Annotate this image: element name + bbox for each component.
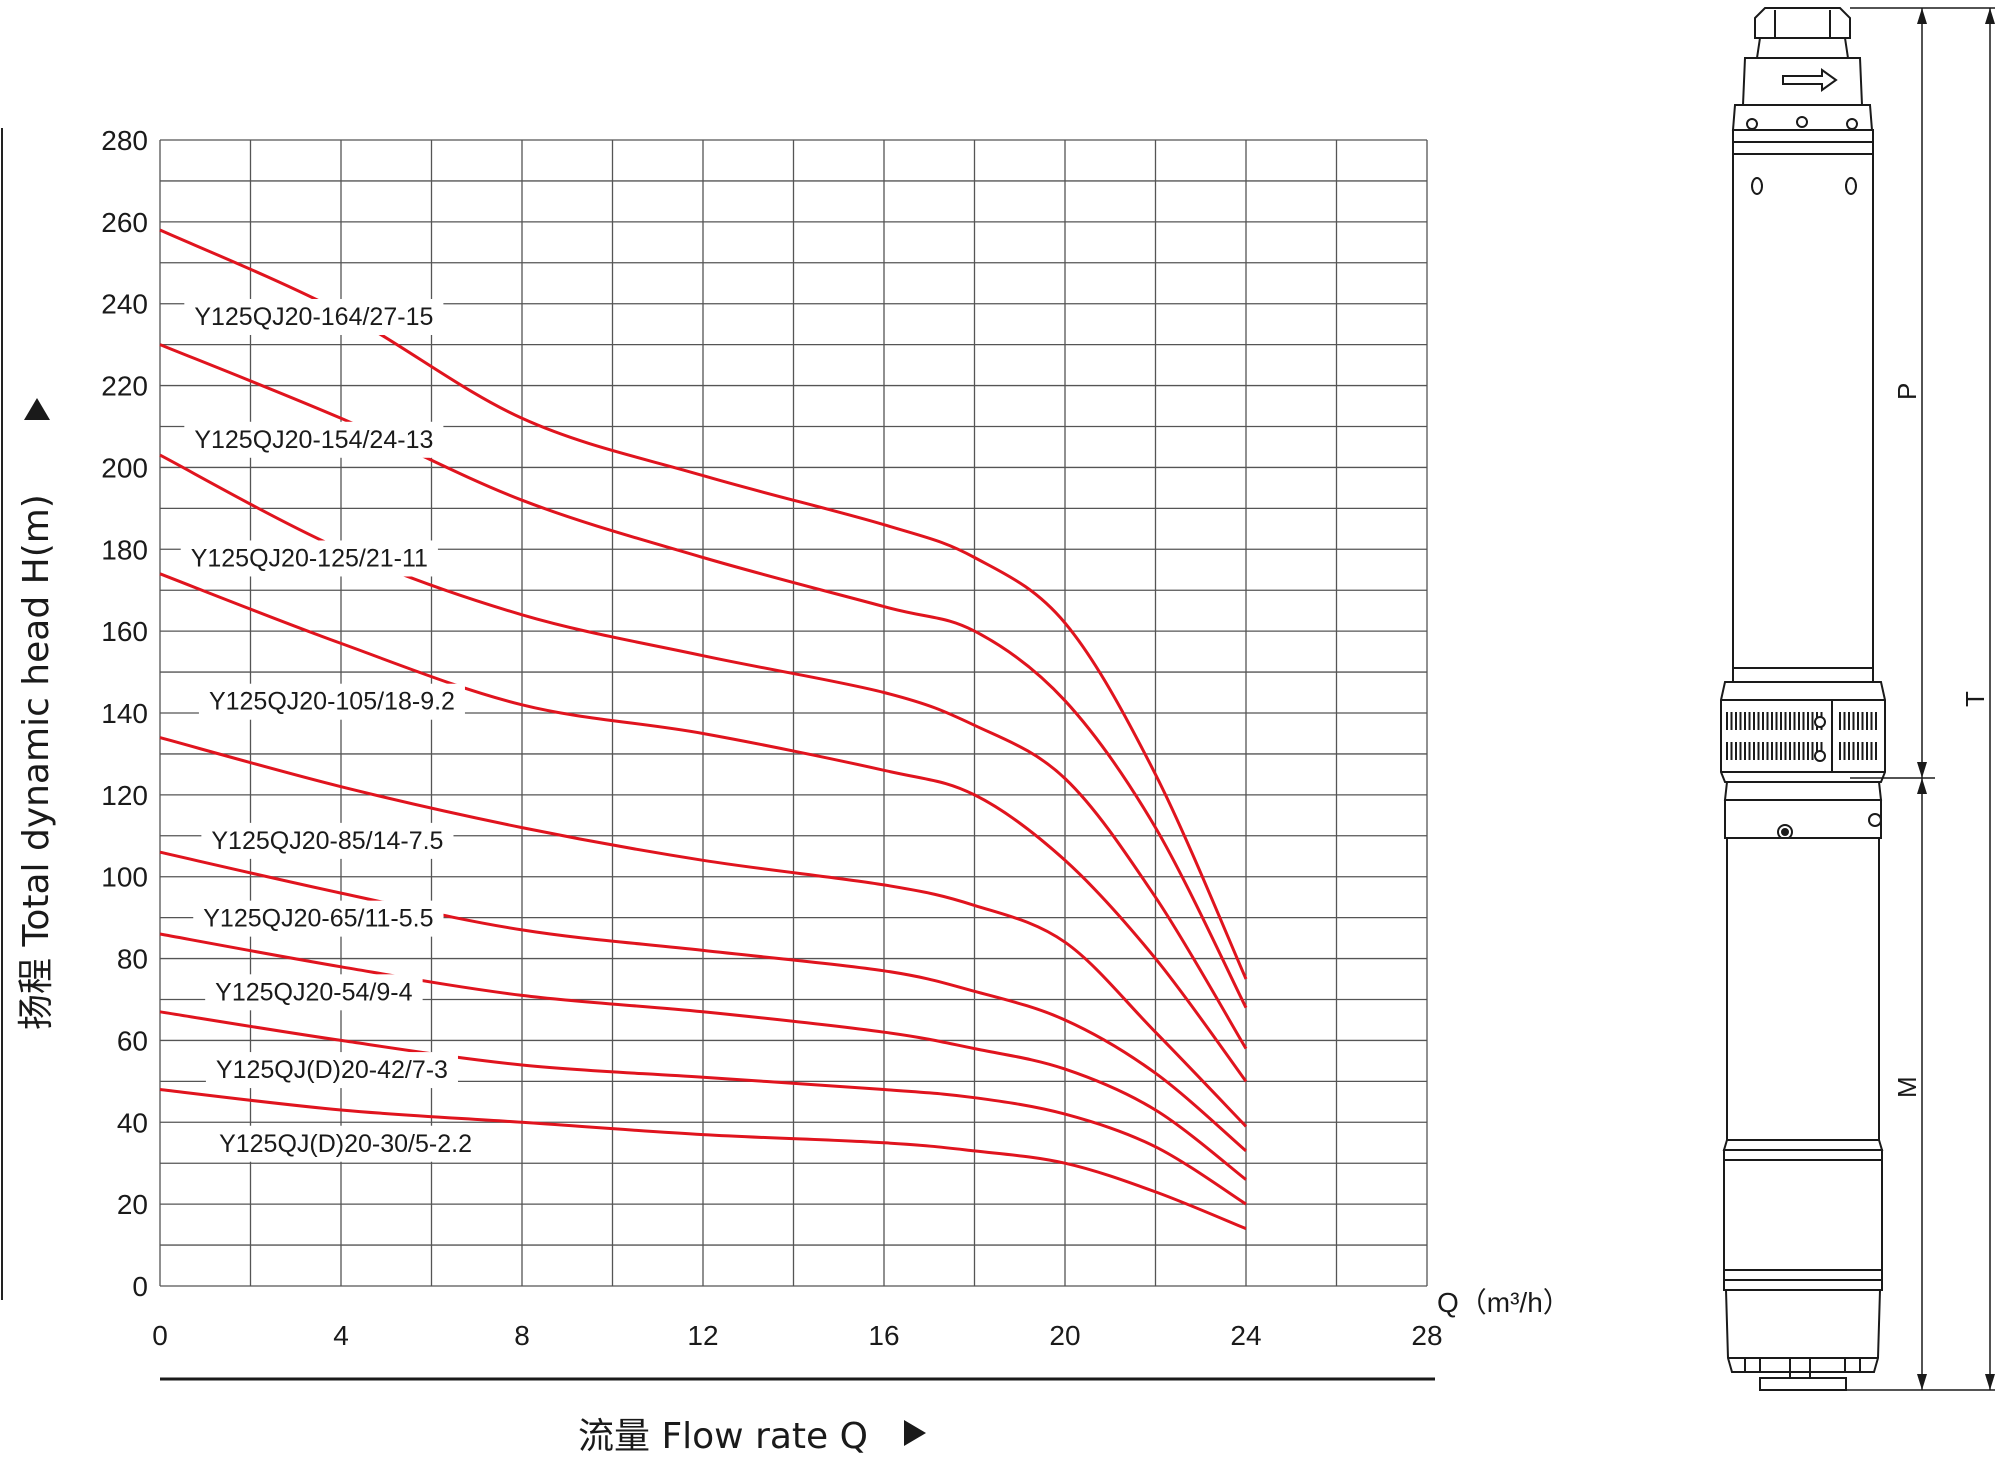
curve-label: Y125QJ20-125/21-11 [191,544,428,572]
y-tick-label: 260 [101,207,148,238]
curve-series-6 [159,850,1247,1153]
y-tick-label: 140 [101,698,148,729]
curve-label-background [180,540,438,577]
curve-label-background [201,822,454,859]
x-axis-title: 流量 Flow rate Q [578,1416,868,1457]
curve-label: Y125QJ(D)20-30/5-2.2 [219,1130,472,1158]
pump-drawing [1720,7,1995,1391]
curve-labels: Y125QJ20-164/27-15 Y125QJ20-154/24-13 Y125… [180,298,482,1162]
y-tick-label: 240 [101,289,148,320]
x-tick-label: 16 [868,1320,899,1351]
curve-label: Y125QJ20-54/9-4 [215,978,412,1006]
pump-body-top-ring [1732,129,1874,143]
curve-label: Y125QJ20-105/18-9.2 [209,688,455,716]
curve-series-5 [159,736,1248,1128]
motor-connector-block [1724,799,1882,839]
y-tick-label: 120 [101,780,148,811]
curve-label-background [193,900,444,937]
y-tick-label: 280 [101,125,148,156]
motor-flange [1723,781,1883,801]
pump-body [1732,141,1874,683]
curve-label-background [205,1052,458,1089]
curve-label: Y125QJ20-85/14-7.5 [211,827,443,855]
curve-label-background [184,298,444,335]
x-axis-arrow-icon [904,1420,926,1446]
x-tick-label: 4 [333,1320,349,1351]
curve-label-background [198,683,465,720]
curve-series-4 [159,572,1248,1083]
pump-neck [1755,37,1850,59]
x-tick-label: 28 [1411,1320,1442,1351]
curve-label: Y125QJ(D)20-42/7-3 [216,1056,448,1084]
dimension-label-t: T [1960,691,1990,707]
curve-label: Y125QJ20-164/27-15 [194,303,433,331]
x-tick-label: 24 [1230,1320,1261,1351]
y-tick-label: 200 [101,452,148,483]
pump-inlet-section [1720,681,1886,783]
curve-label-background [209,1125,482,1162]
curve-label: Y125QJ20-154/24-13 [194,426,433,454]
y-axis-title: 扬程 Total dynamic head H(m) [16,494,57,1030]
y-tick-label: 20 [117,1189,148,1220]
curve-series-8 [159,1010,1247,1206]
motor-body [1726,837,1880,1141]
y-tick-label: 220 [101,371,148,402]
y-tick-label: 0 [132,1271,148,1302]
dimension-lines [1800,7,1995,1391]
y-tick-label: 180 [101,534,148,565]
motor-lower-body [1723,1149,1883,1281]
curve-series-7 [159,932,1247,1181]
y-tick-label: 60 [117,1025,148,1056]
curve-label-background [205,974,423,1011]
curve-label-background [184,421,444,458]
dimension-label-p: P [1892,383,1922,400]
pump-top-nut [1754,7,1851,39]
x-tick-label: 20 [1049,1320,1080,1351]
y-axis-arrow-icon [24,398,50,420]
flow-direction-arrow-icon [1782,68,1838,92]
x-tick-labels: 0 4 8 12 16 20 24 28 [152,1320,1442,1351]
y-tick-label: 80 [117,944,148,975]
dimension-label-m: M [1892,1076,1922,1098]
curve-label: Y125QJ20-65/11-5.5 [203,905,433,933]
dimension-arrows [1917,8,1995,1390]
y-tick-label: 160 [101,616,148,647]
x-unit-label: Q（m³/h） [1437,1287,1571,1318]
x-tick-label: 12 [687,1320,718,1351]
y-tick-label: 100 [101,862,148,893]
x-tick-label: 0 [152,1320,168,1351]
curve-series-9 [159,1088,1247,1231]
y-tick-labels: 0 20 40 60 80 100 120 140 160 180 200 220 240 260 280 [101,125,148,1302]
x-tick-label: 8 [514,1320,530,1351]
y-tick-label: 40 [117,1107,148,1138]
